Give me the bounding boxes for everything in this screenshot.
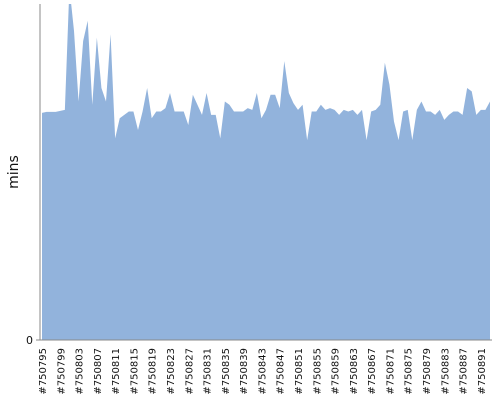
x-tick-label: #750883 bbox=[440, 348, 451, 395]
x-tick-label: #750863 bbox=[349, 348, 360, 395]
x-tick-label: #750819 bbox=[148, 348, 159, 395]
x-tick-label: #750851 bbox=[294, 348, 305, 395]
x-tick-label: #750823 bbox=[166, 348, 177, 395]
x-tick-label: #750811 bbox=[111, 348, 122, 395]
x-tick-label: #750831 bbox=[203, 348, 214, 395]
x-tick-label: #750847 bbox=[276, 348, 287, 395]
x-tick-label: #750855 bbox=[312, 348, 323, 395]
x-tick-label: #750795 bbox=[38, 348, 49, 395]
x-tick-label: #750891 bbox=[477, 348, 488, 395]
area bbox=[42, 4, 490, 340]
x-tick-label: #750827 bbox=[184, 348, 195, 395]
x-tick-label: #750887 bbox=[459, 348, 470, 395]
x-tick-label: #750871 bbox=[385, 348, 396, 395]
x-tick-label: #750875 bbox=[404, 348, 415, 395]
x-tick-label: #750799 bbox=[56, 348, 67, 395]
x-tick-label: #750867 bbox=[367, 348, 378, 395]
x-tick-label: #750803 bbox=[75, 348, 86, 395]
x-tick-label: #750843 bbox=[257, 348, 268, 395]
y-tick-label: 0 bbox=[26, 334, 33, 347]
x-tick-label: #750815 bbox=[129, 348, 140, 395]
x-tick-label: #750879 bbox=[422, 348, 433, 395]
x-tick-label: #750807 bbox=[93, 348, 104, 395]
x-tick-label: #750835 bbox=[221, 348, 232, 395]
x-tick-label: #750839 bbox=[239, 348, 250, 395]
x-tick-label: #750859 bbox=[331, 348, 342, 395]
y-axis-label: mins bbox=[6, 155, 22, 189]
